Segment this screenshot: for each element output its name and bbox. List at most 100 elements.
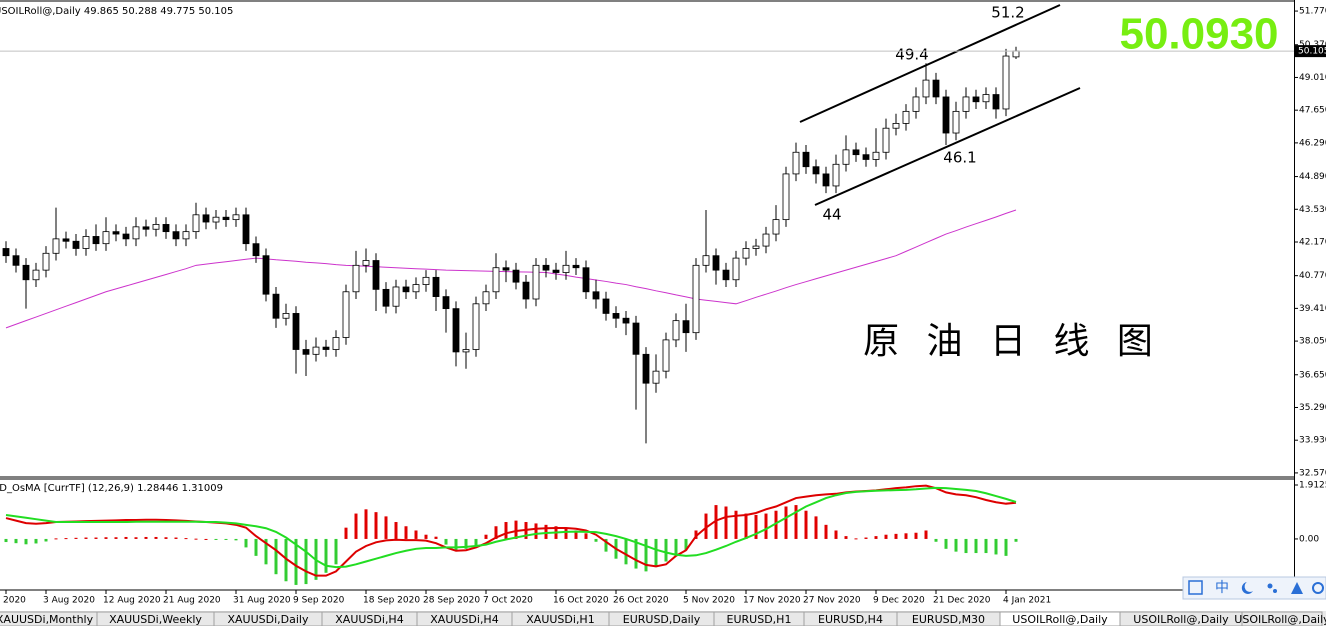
tab[interactable]: USOILRoll@,Daily xyxy=(999,611,1121,626)
histogram-bar xyxy=(444,538,448,545)
candle-body xyxy=(752,245,760,249)
candle-body xyxy=(332,337,340,350)
tab[interactable]: EURUSD,H4 xyxy=(803,611,898,626)
candle-body xyxy=(32,269,40,281)
candle-body xyxy=(42,252,50,271)
candle-body xyxy=(812,166,820,175)
candle-body xyxy=(542,264,550,271)
candle-body xyxy=(572,264,580,269)
x-tick-label: 21 Dec 2020 xyxy=(933,596,991,606)
candle-body xyxy=(522,281,530,300)
histogram-bar xyxy=(114,537,118,539)
tab[interactable]: XAUUSDi,Monthly xyxy=(0,611,98,626)
candle-body xyxy=(722,269,730,281)
candle-body xyxy=(852,149,860,156)
toolbar-icon[interactable] xyxy=(1241,582,1253,594)
tab[interactable]: USOILRoll@,Daily xyxy=(1119,611,1243,626)
histogram-bar xyxy=(604,538,608,552)
histogram-bar xyxy=(824,524,828,539)
candle-body xyxy=(112,231,120,235)
tab[interactable]: USOILRoll@,Daily xyxy=(1234,611,1326,626)
histogram-bar xyxy=(844,536,848,539)
candle-body xyxy=(412,284,420,293)
y-tick-label: 1.9125 xyxy=(1299,480,1326,490)
toolbar-icon[interactable] xyxy=(1312,582,1324,594)
candle-body xyxy=(372,260,380,290)
candle-body xyxy=(922,79,930,98)
candle-body xyxy=(902,110,910,124)
tab[interactable]: XAUUSDi,H4 xyxy=(416,611,513,626)
candle-body xyxy=(272,293,280,319)
candle-body xyxy=(1012,50,1020,58)
tab-bg xyxy=(1241,611,1323,626)
toolbar-icon[interactable] xyxy=(1267,583,1273,589)
histogram-bar xyxy=(1004,538,1008,556)
histogram-bar xyxy=(784,506,788,539)
tab[interactable]: XAUUSDi,H4 xyxy=(321,611,418,626)
candle-body xyxy=(822,173,830,187)
candle-body xyxy=(892,122,900,129)
histogram-bar xyxy=(434,536,438,539)
tab[interactable]: XAUUSDi,Daily xyxy=(213,611,323,626)
y-tick-label: 42.170 xyxy=(1299,237,1326,247)
y-tick-label: 44.890 xyxy=(1299,172,1326,182)
candle-body xyxy=(222,216,230,221)
candle-body xyxy=(2,248,10,257)
y-tick-label: 35.290 xyxy=(1299,403,1326,413)
candle-body xyxy=(282,313,290,319)
candle-body xyxy=(302,349,310,355)
x-tick-label: 18 Sep 2020 xyxy=(363,596,420,606)
x-tick-label: 21 Aug 2020 xyxy=(163,596,221,606)
tab-label: XAUUSDi,H4 xyxy=(430,613,498,626)
tab[interactable]: EURUSD,Daily xyxy=(608,611,715,626)
candle-body xyxy=(662,339,670,372)
histogram-bar xyxy=(754,514,758,539)
toolbar-ime[interactable]: 中 xyxy=(1215,580,1229,596)
histogram-bar xyxy=(814,516,818,539)
channel-label: 44 xyxy=(822,206,841,224)
candle-body xyxy=(242,214,250,245)
histogram-bar xyxy=(994,538,998,555)
candle-body xyxy=(442,296,450,310)
candle-body xyxy=(422,276,430,285)
candle-body xyxy=(512,269,520,283)
tab-label: EURUSD,H1 xyxy=(727,613,792,626)
toolbar-icon[interactable] xyxy=(1291,582,1303,594)
candle-body xyxy=(872,151,880,160)
candle-body xyxy=(92,236,100,245)
tab[interactable]: XAUUSDi,Weekly xyxy=(96,611,215,626)
toolbar: 中 xyxy=(1182,576,1326,600)
histogram-bar xyxy=(184,538,188,540)
histogram-bar xyxy=(584,533,588,539)
candle-body xyxy=(62,238,70,242)
histogram-bar xyxy=(84,537,88,539)
tab[interactable]: XAUUSDi,H1 xyxy=(511,611,610,626)
candle-body xyxy=(82,236,90,249)
tab[interactable]: EURUSD,M30 xyxy=(896,611,1001,626)
chart-title: 原 油 日 线 图 xyxy=(863,321,1161,362)
tab-label: USOILRoll@,Daily xyxy=(1133,613,1229,626)
indicator-label: MACD_OsMA [CurrTF] (12,26,9) 1.28446 1.3… xyxy=(0,483,223,494)
histogram-bar xyxy=(244,538,248,548)
x-tick-label: 26 Oct 2020 xyxy=(613,596,669,606)
histogram-bar xyxy=(674,538,678,556)
histogram-bar xyxy=(984,538,988,554)
histogram-bar xyxy=(964,538,968,554)
candle-body xyxy=(22,264,30,281)
histogram-bar xyxy=(494,526,498,539)
y-tick-label: 38.050 xyxy=(1299,337,1326,347)
x-tick-label: 3 Aug 2020 xyxy=(43,596,95,606)
tab[interactable]: EURUSD,H1 xyxy=(713,611,805,626)
histogram-bar xyxy=(354,513,358,539)
toolbar-icon[interactable] xyxy=(1188,580,1203,595)
candle-body xyxy=(862,154,870,160)
candle-body xyxy=(462,349,470,353)
candle-body xyxy=(882,127,890,153)
toolbar-icon[interactable] xyxy=(1273,589,1277,593)
candle-body xyxy=(502,267,510,271)
histogram-bar xyxy=(704,513,708,539)
y-tick-label: 33.930 xyxy=(1299,436,1326,446)
candle-body xyxy=(252,243,260,257)
